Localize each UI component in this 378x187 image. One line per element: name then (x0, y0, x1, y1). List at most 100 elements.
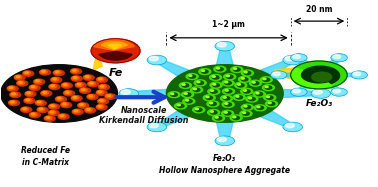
Circle shape (249, 97, 255, 101)
Circle shape (312, 72, 332, 82)
Circle shape (24, 98, 35, 103)
Circle shape (101, 85, 104, 87)
Circle shape (180, 82, 191, 88)
Circle shape (31, 86, 35, 88)
Circle shape (29, 85, 40, 90)
Circle shape (257, 106, 260, 108)
Circle shape (285, 56, 294, 61)
Circle shape (223, 97, 226, 98)
Circle shape (260, 77, 272, 83)
Circle shape (30, 85, 37, 89)
Circle shape (51, 78, 59, 81)
Circle shape (222, 102, 234, 107)
Circle shape (177, 104, 180, 106)
Circle shape (44, 116, 55, 121)
Polygon shape (330, 86, 342, 93)
Circle shape (56, 96, 67, 102)
Circle shape (15, 75, 22, 79)
Circle shape (201, 70, 208, 73)
Circle shape (182, 84, 185, 85)
Circle shape (223, 88, 234, 94)
Circle shape (215, 117, 222, 120)
Circle shape (75, 82, 86, 88)
Circle shape (98, 99, 108, 104)
Circle shape (331, 88, 347, 96)
Polygon shape (217, 46, 233, 65)
Circle shape (270, 71, 287, 79)
Circle shape (12, 93, 15, 95)
Circle shape (194, 80, 206, 86)
Circle shape (23, 71, 34, 76)
Circle shape (98, 99, 105, 102)
Circle shape (25, 92, 33, 95)
Circle shape (263, 78, 270, 81)
Text: Kirkendall Diffusion: Kirkendall Diffusion (99, 116, 189, 125)
Circle shape (210, 111, 213, 112)
Circle shape (264, 95, 276, 101)
Circle shape (21, 107, 32, 112)
Circle shape (80, 104, 83, 105)
Circle shape (97, 105, 104, 108)
Circle shape (186, 99, 192, 103)
Circle shape (311, 89, 331, 98)
Circle shape (23, 71, 31, 75)
Circle shape (268, 102, 275, 105)
Circle shape (225, 81, 228, 83)
Circle shape (214, 66, 226, 72)
Circle shape (291, 61, 347, 89)
Circle shape (91, 39, 140, 63)
Circle shape (99, 78, 102, 80)
Circle shape (53, 78, 56, 80)
Text: Fe₂O₃: Fe₂O₃ (305, 99, 333, 108)
Circle shape (291, 88, 307, 96)
Circle shape (36, 80, 39, 82)
Circle shape (98, 91, 102, 93)
Circle shape (243, 112, 246, 114)
Wedge shape (99, 51, 132, 60)
Circle shape (97, 77, 104, 81)
Circle shape (206, 96, 209, 98)
Circle shape (58, 114, 69, 119)
Circle shape (215, 41, 235, 51)
Circle shape (197, 81, 200, 83)
Circle shape (76, 83, 83, 86)
Circle shape (72, 96, 79, 99)
Circle shape (96, 77, 107, 82)
Circle shape (62, 83, 69, 87)
Circle shape (61, 102, 71, 108)
Circle shape (41, 91, 52, 96)
Circle shape (333, 55, 341, 59)
Circle shape (80, 88, 87, 92)
Circle shape (71, 76, 82, 81)
Circle shape (19, 82, 22, 83)
Circle shape (25, 72, 28, 73)
Circle shape (224, 112, 231, 115)
Circle shape (87, 109, 90, 110)
Text: Fe₂O₃
Hollow Nanosphere Aggregate: Fe₂O₃ Hollow Nanosphere Aggregate (159, 154, 290, 175)
Circle shape (236, 96, 239, 97)
Circle shape (212, 76, 219, 79)
Polygon shape (260, 111, 295, 128)
Circle shape (257, 106, 263, 109)
Circle shape (285, 123, 294, 128)
Circle shape (98, 85, 109, 90)
Circle shape (80, 88, 90, 93)
Circle shape (78, 103, 88, 108)
Circle shape (233, 116, 236, 118)
Circle shape (353, 72, 361, 76)
Circle shape (36, 101, 43, 104)
Circle shape (35, 100, 46, 106)
Circle shape (21, 107, 28, 111)
Circle shape (291, 54, 307, 62)
Circle shape (233, 116, 239, 119)
Circle shape (244, 71, 251, 75)
Circle shape (249, 80, 262, 86)
Circle shape (203, 95, 215, 101)
Circle shape (268, 102, 271, 104)
Circle shape (9, 101, 16, 104)
Text: Reduced Fe
in C-Matrix: Reduced Fe in C-Matrix (22, 146, 70, 167)
Circle shape (224, 112, 227, 113)
Text: Nanoscale: Nanoscale (121, 106, 167, 116)
Circle shape (209, 74, 222, 80)
Circle shape (56, 97, 63, 100)
